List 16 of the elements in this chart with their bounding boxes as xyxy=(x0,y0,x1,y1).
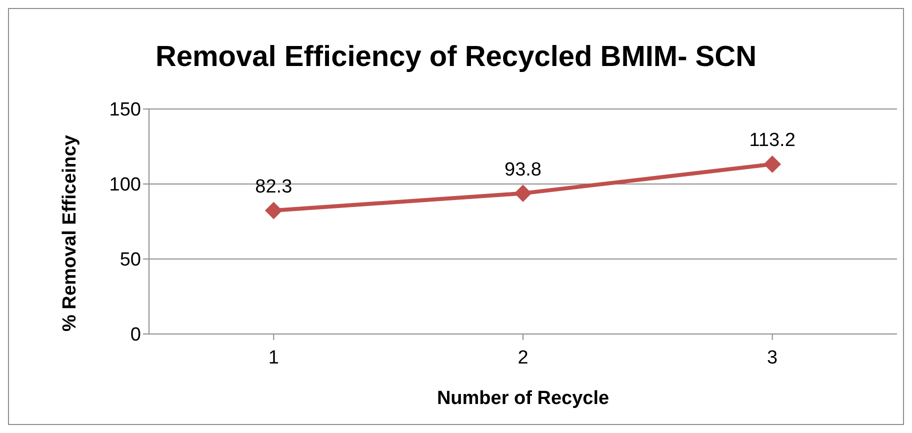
x-tick-label: 3 xyxy=(767,347,778,368)
chart-title: Removal Efficiency of Recycled BMIM- SCN xyxy=(154,41,758,74)
data-label: 113.2 xyxy=(749,130,796,152)
y-tick-label: 100 xyxy=(109,174,141,196)
point xyxy=(764,156,781,173)
y-tick-label: 50 xyxy=(120,250,141,271)
y-tick-label: 150 xyxy=(109,100,141,121)
y-tick-label: 0 xyxy=(130,324,141,346)
x-tick-label: 2 xyxy=(518,347,528,368)
point xyxy=(514,184,532,202)
x-axis-title: Number of Recycle xyxy=(436,388,610,409)
y-axis-title: % Removal Efficeincy xyxy=(60,134,81,332)
data-label: 93.8 xyxy=(504,159,542,180)
x-tick-label: 1 xyxy=(268,347,279,368)
point xyxy=(265,202,282,220)
data-label: 82.3 xyxy=(255,176,292,198)
